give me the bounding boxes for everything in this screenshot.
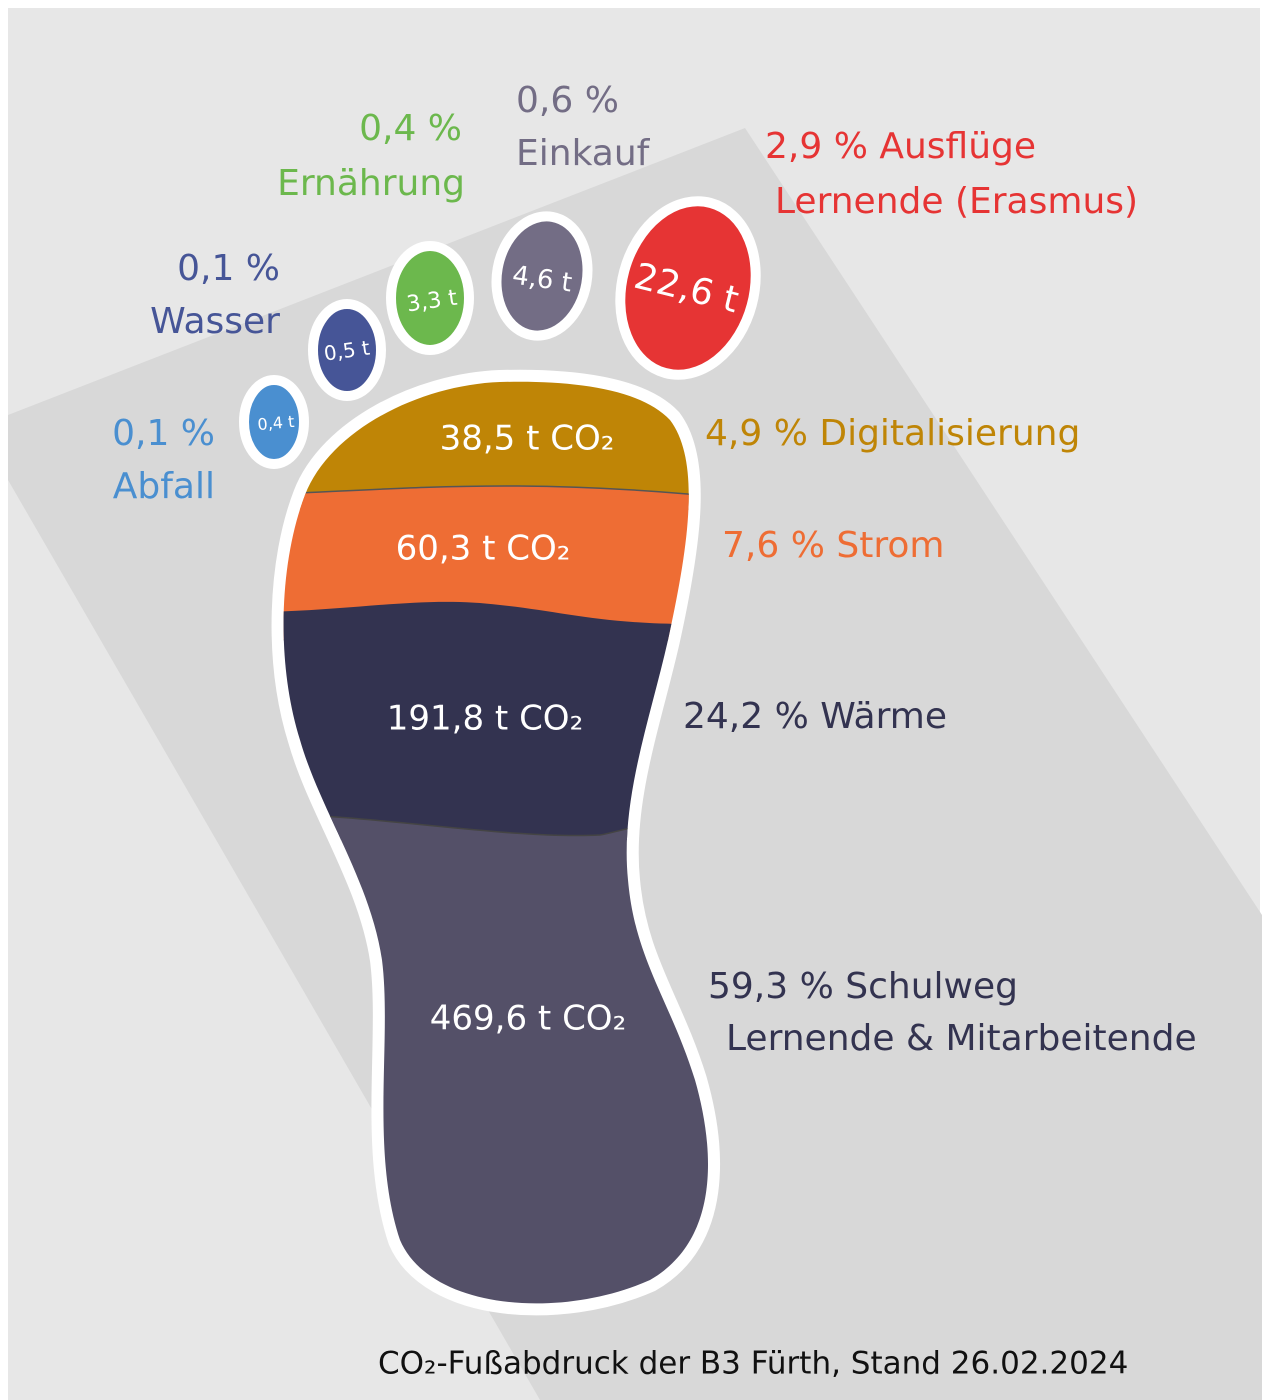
share: 2,9 %: [765, 126, 868, 167]
share: 24,2 %: [683, 696, 809, 737]
page-body: {"items": [ {"amount": "0,4 t", "share":…: [0, 0, 1268, 1400]
share-label: 24,2 % Wärme: [683, 696, 947, 737]
amount: 38,5 t CO₂: [440, 419, 615, 459]
label: Schulweg: [845, 966, 1018, 1007]
label: Ernährung: [277, 163, 465, 204]
share: 0,1 %: [112, 413, 215, 454]
amount: 469,6 t CO₂: [430, 999, 626, 1039]
label: Wasser: [150, 301, 280, 342]
share: 0,4 %: [359, 108, 462, 149]
share-label: 4,9 % Digitalisierung: [705, 413, 1080, 454]
share: 0,6 %: [516, 80, 619, 121]
amount: 60,3 t CO₂: [396, 529, 571, 569]
amount: 191,8 t CO₂: [387, 699, 583, 739]
share: 0,1 %: [177, 248, 280, 289]
share-label: 59,3 % Schulweg: [708, 966, 1018, 1007]
share-label: 2,9 % Ausflüge: [765, 126, 1036, 167]
label: Digitalisierung: [819, 413, 1080, 454]
label: Strom: [836, 525, 944, 566]
label: Ausflüge: [879, 126, 1036, 167]
share: 59,3 %: [708, 966, 834, 1007]
label: Lernende & Mitarbeitende: [726, 1018, 1197, 1059]
share: 7,6 %: [722, 525, 825, 566]
label: Abfall: [113, 466, 215, 507]
label: Wärme: [820, 696, 947, 737]
caption: CO₂-Fußabdruck der B3 Fürth, Stand 26.02…: [378, 1346, 1128, 1382]
label: Lernende (Erasmus): [775, 181, 1138, 222]
share: 4,9 %: [705, 413, 808, 454]
amount: 0,4 t: [257, 412, 295, 434]
share-label: 7,6 % Strom: [722, 525, 944, 566]
infographic: 0,4 t 0,5 t 3,3 t 4,6 t 22,6 t 38,5 t CO…: [0, 0, 1268, 1400]
page: CO2-Fußabdruck html, body { margin: 0; p…: [0, 0, 1268, 1400]
label: Einkauf: [516, 133, 651, 174]
